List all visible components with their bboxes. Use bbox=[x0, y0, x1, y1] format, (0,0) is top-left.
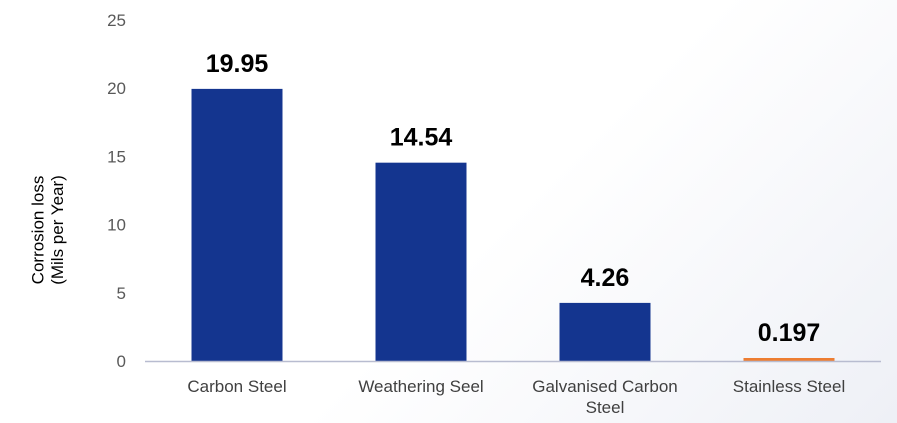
y-axis-ticks: 0 5 10 15 20 25 bbox=[107, 11, 126, 371]
bar bbox=[559, 302, 651, 361]
data-labels: 19.95 14.54 4.26 0.197 bbox=[206, 50, 821, 347]
y-tick-label: 0 bbox=[117, 352, 126, 371]
y-tick-label: 10 bbox=[107, 216, 126, 235]
data-label: 4.26 bbox=[581, 264, 630, 292]
x-tick-label-line: Steel bbox=[586, 398, 625, 417]
x-tick-label: Carbon Steel bbox=[187, 377, 286, 396]
y-axis-title: Corrosion loss(Mils per Year) bbox=[28, 175, 67, 285]
bar bbox=[375, 162, 467, 361]
y-tick-label: 20 bbox=[107, 79, 126, 98]
y-tick-label: 5 bbox=[117, 284, 126, 303]
y-tick-label: 25 bbox=[107, 11, 126, 30]
x-tick-label-line: Galvanised Carbon bbox=[532, 377, 678, 396]
data-label: 19.95 bbox=[206, 50, 269, 78]
bar bbox=[743, 358, 835, 361]
x-tick-label-line: Stainless Steel bbox=[733, 377, 845, 396]
x-tick-label-line: Weathering Seel bbox=[358, 377, 483, 396]
bars bbox=[191, 88, 835, 361]
y-axis-label: Corrosion loss(Mils per Year) bbox=[28, 175, 67, 285]
data-label: 14.54 bbox=[390, 124, 453, 152]
bar bbox=[191, 88, 283, 361]
x-tick-label: Stainless Steel bbox=[733, 377, 845, 396]
y-axis-title-line: (Mils per Year) bbox=[48, 175, 67, 285]
x-tick-label-line: Carbon Steel bbox=[187, 377, 286, 396]
data-label: 0.197 bbox=[758, 319, 821, 347]
category-labels: Carbon Steel Weathering Seel Galvanised Ca… bbox=[187, 377, 845, 417]
x-tick-label: Galvanised Carbon Steel bbox=[532, 377, 678, 417]
y-tick-label: 15 bbox=[107, 147, 126, 166]
y-axis-title-line: Corrosion loss bbox=[28, 176, 47, 285]
x-tick-label: Weathering Seel bbox=[358, 377, 483, 396]
